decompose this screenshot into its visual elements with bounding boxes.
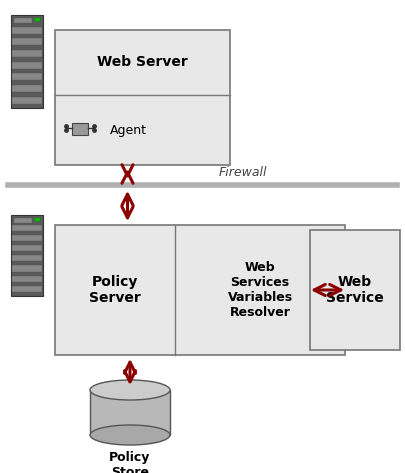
Text: Policy
Server: Policy Server xyxy=(89,275,141,305)
Bar xyxy=(14,18,32,23)
Bar xyxy=(12,255,42,262)
Ellipse shape xyxy=(90,425,170,445)
Bar xyxy=(12,38,42,45)
Bar xyxy=(55,225,345,355)
Bar xyxy=(12,276,42,281)
Bar xyxy=(35,18,40,21)
Bar xyxy=(12,225,42,231)
Bar xyxy=(35,218,40,221)
Text: Web Server: Web Server xyxy=(97,55,188,70)
Bar xyxy=(12,245,42,251)
Text: Web
Services
Variables
Resolver: Web Services Variables Resolver xyxy=(228,261,292,319)
Bar xyxy=(12,73,42,80)
Bar xyxy=(12,235,42,241)
Text: Web
Service: Web Service xyxy=(326,275,384,305)
Bar xyxy=(11,215,43,296)
Bar xyxy=(310,230,400,350)
Bar xyxy=(12,85,42,92)
Text: Firewall: Firewall xyxy=(219,166,267,179)
Bar xyxy=(12,26,42,34)
Bar xyxy=(90,390,170,435)
Bar xyxy=(12,62,42,69)
Bar xyxy=(14,218,32,223)
Bar xyxy=(12,286,42,292)
Text: Agent: Agent xyxy=(110,123,147,137)
Bar xyxy=(12,97,42,104)
Bar xyxy=(55,30,230,165)
Bar xyxy=(11,15,43,108)
Text: Policy
Store: Policy Store xyxy=(109,451,151,473)
Bar xyxy=(12,50,42,57)
Bar xyxy=(72,123,88,135)
Bar xyxy=(12,265,42,272)
Ellipse shape xyxy=(90,380,170,400)
